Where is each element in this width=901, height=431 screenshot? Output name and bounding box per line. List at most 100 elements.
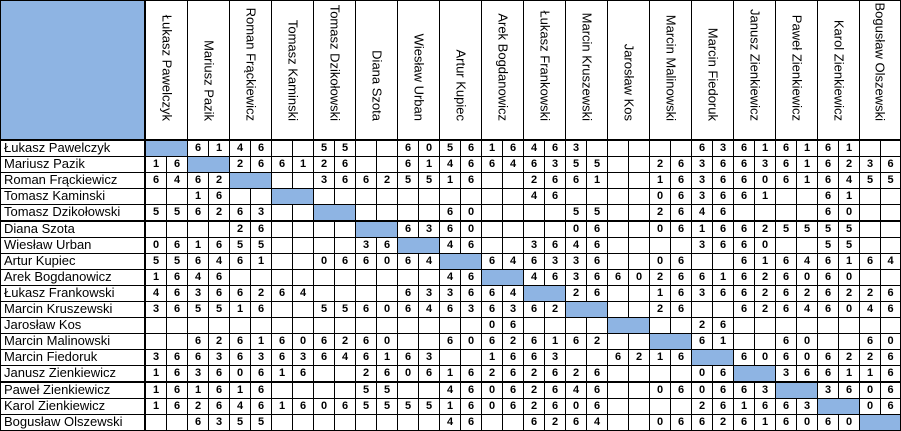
diagonal-cell [775,381,818,399]
score-cell: 6 [208,188,230,206]
score-cell: 6 [544,172,566,190]
score-cell [670,236,692,254]
score-cell: 3 [418,220,440,238]
score-cell: 6 [208,236,230,254]
score-cell [292,204,314,222]
score-cell [376,156,398,174]
score-cell: 4 [502,252,524,270]
score-cell [838,317,860,335]
column-header-label: Roman Frąckiewicz [243,7,258,121]
score-cell [544,204,566,222]
row-header: Łukasz Frankowski [0,284,145,302]
score-cell: 6 [733,252,755,270]
score-cell: 5 [334,301,356,319]
score-cell: 6 [460,365,482,383]
score-cell: 6 [796,365,818,383]
column-header: Roman Frąckiewicz [229,0,272,140]
column-header: Paweł Zienkiewicz [775,0,818,140]
score-cell: 6 [418,365,440,383]
column-header: Łukasz Pawelczyk [145,0,188,140]
score-cell: 5 [880,172,901,190]
score-cell [607,381,629,399]
score-cell [628,220,650,238]
score-cell: 1 [208,140,230,158]
column-header-label: Łukasz Pawelczyk [159,14,174,121]
score-cell: 6 [712,365,734,383]
score-cell: 6 [607,268,629,286]
score-cell [313,188,335,206]
score-cell: 6 [355,349,377,367]
score-cell [313,236,335,254]
diagonal-cell [397,236,440,254]
score-cell: 6 [355,172,377,190]
score-cell: 6 [733,140,755,158]
score-cell: 5 [397,397,419,415]
score-cell: 6 [397,156,419,174]
score-cell [376,140,398,158]
score-cell: 6 [775,349,797,367]
score-cell: 0 [376,301,398,319]
score-cell: 6 [313,349,335,367]
score-cell: 5 [355,381,377,399]
score-cell [817,333,839,351]
score-cell [481,204,503,222]
score-cell: 3 [712,140,734,158]
score-cell: 6 [817,204,839,222]
score-cell: 6 [775,397,797,415]
score-cell: 6 [166,268,188,286]
score-cell [481,172,503,190]
score-cell [481,236,503,254]
score-cell: 6 [145,172,167,190]
score-cell [334,268,356,286]
score-cell [292,317,314,335]
column-header: Diana Szota [355,0,398,140]
score-cell [397,317,419,335]
score-cell [397,333,419,351]
score-cell [271,140,293,158]
score-cell: 6 [586,252,608,270]
score-cell: 6 [439,204,461,222]
score-cell [292,140,314,158]
score-cell [376,268,398,286]
score-cell: 1 [187,236,209,254]
score-cell: 6 [460,172,482,190]
score-cell [628,381,650,399]
score-cell: 6 [670,284,692,302]
score-cell: 2 [208,204,230,222]
score-cell: 5 [229,413,251,431]
score-cell [418,317,440,335]
score-cell: 3 [523,236,545,254]
score-cell: 6 [544,268,566,286]
score-cell [607,333,629,351]
score-cell: 6 [271,284,293,302]
score-cell: 6 [775,156,797,174]
score-cell: 6 [817,301,839,319]
score-cell: 0 [796,349,818,367]
score-cell [880,220,901,238]
score-cell [313,284,335,302]
score-cell: 2 [208,172,230,190]
score-cell: 2 [502,333,524,351]
score-cell: 3 [418,284,440,302]
column-header: Tomasz Dzikołowski [313,0,356,140]
score-cell [628,156,650,174]
score-cell: 6 [250,365,272,383]
column-header: Artur Kupiec [439,0,482,140]
score-cell: 5 [166,204,188,222]
score-cell: 1 [250,333,272,351]
score-cell: 6 [460,381,482,399]
score-cell [418,204,440,222]
score-cell [502,204,524,222]
score-cell: 5 [397,172,419,190]
score-cell: 3 [796,397,818,415]
score-cell [313,220,335,238]
score-cell [670,365,692,383]
score-cell [733,317,755,335]
score-cell: 0 [460,220,482,238]
score-cell: 6 [334,172,356,190]
score-cell: 6 [397,252,419,270]
score-cell: 2 [544,413,566,431]
score-cell: 5 [586,156,608,174]
score-cell: 3 [691,284,713,302]
column-header: Arek Bogdanowicz [481,0,524,140]
